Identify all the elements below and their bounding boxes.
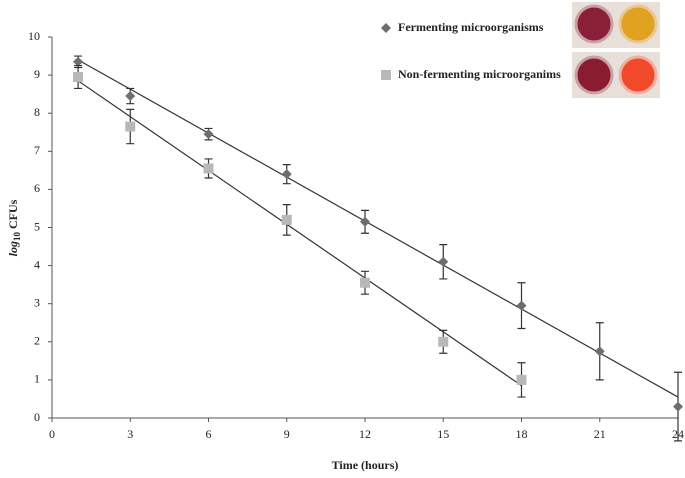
x-tick-label: 0 [49, 427, 55, 441]
point [73, 72, 84, 83]
point [203, 163, 214, 174]
y-tick-label: 5 [34, 219, 40, 233]
y-tick-label: 6 [34, 181, 40, 195]
point [438, 336, 449, 347]
point [203, 129, 214, 140]
y-tick-label: 7 [34, 143, 40, 157]
point [125, 91, 136, 102]
y-axis-label: log10 CFUs [6, 199, 22, 256]
point [281, 169, 292, 180]
x-tick-label: 6 [206, 427, 212, 441]
dish [618, 55, 658, 95]
y-label-base: log [6, 241, 20, 256]
y-tick-label: 0 [34, 410, 40, 424]
legend-label: Non-fermenting microorganims [398, 67, 561, 81]
x-tick-label: 9 [284, 427, 290, 441]
dish [618, 4, 658, 44]
x-tick-label: 15 [437, 427, 449, 441]
legend-photos [572, 2, 660, 98]
point [125, 121, 136, 132]
x-tick-label: 21 [594, 427, 606, 441]
trendline [77, 59, 679, 398]
y-tick-label: 10 [28, 29, 40, 43]
x-axis-label: Time (hours) [332, 458, 399, 472]
y-tick-label: 8 [34, 105, 40, 119]
y-tick-label: 3 [34, 295, 40, 309]
y-label-unit: CFUs [6, 199, 20, 229]
x-tick-label: 18 [516, 427, 528, 441]
point [438, 256, 449, 267]
point [516, 300, 527, 311]
x-tick-label: 3 [127, 427, 133, 441]
legend-label: Fermenting microorganisms [398, 20, 544, 34]
dish [574, 55, 614, 95]
y-tick-label: 9 [34, 67, 40, 81]
point [673, 401, 683, 412]
point [73, 56, 84, 67]
x-tick-label: 12 [359, 427, 371, 441]
dish [574, 4, 614, 44]
point [381, 23, 391, 33]
point [281, 214, 292, 225]
trendline [77, 80, 522, 387]
y-label-subscript: 10 [12, 232, 22, 242]
point [360, 216, 370, 227]
point [360, 277, 370, 288]
point [516, 374, 527, 385]
y-tick-label: 4 [34, 257, 40, 271]
y-tick-label: 1 [34, 372, 40, 386]
y-tick-label: 2 [34, 334, 40, 348]
point [381, 70, 391, 80]
point [594, 346, 605, 357]
